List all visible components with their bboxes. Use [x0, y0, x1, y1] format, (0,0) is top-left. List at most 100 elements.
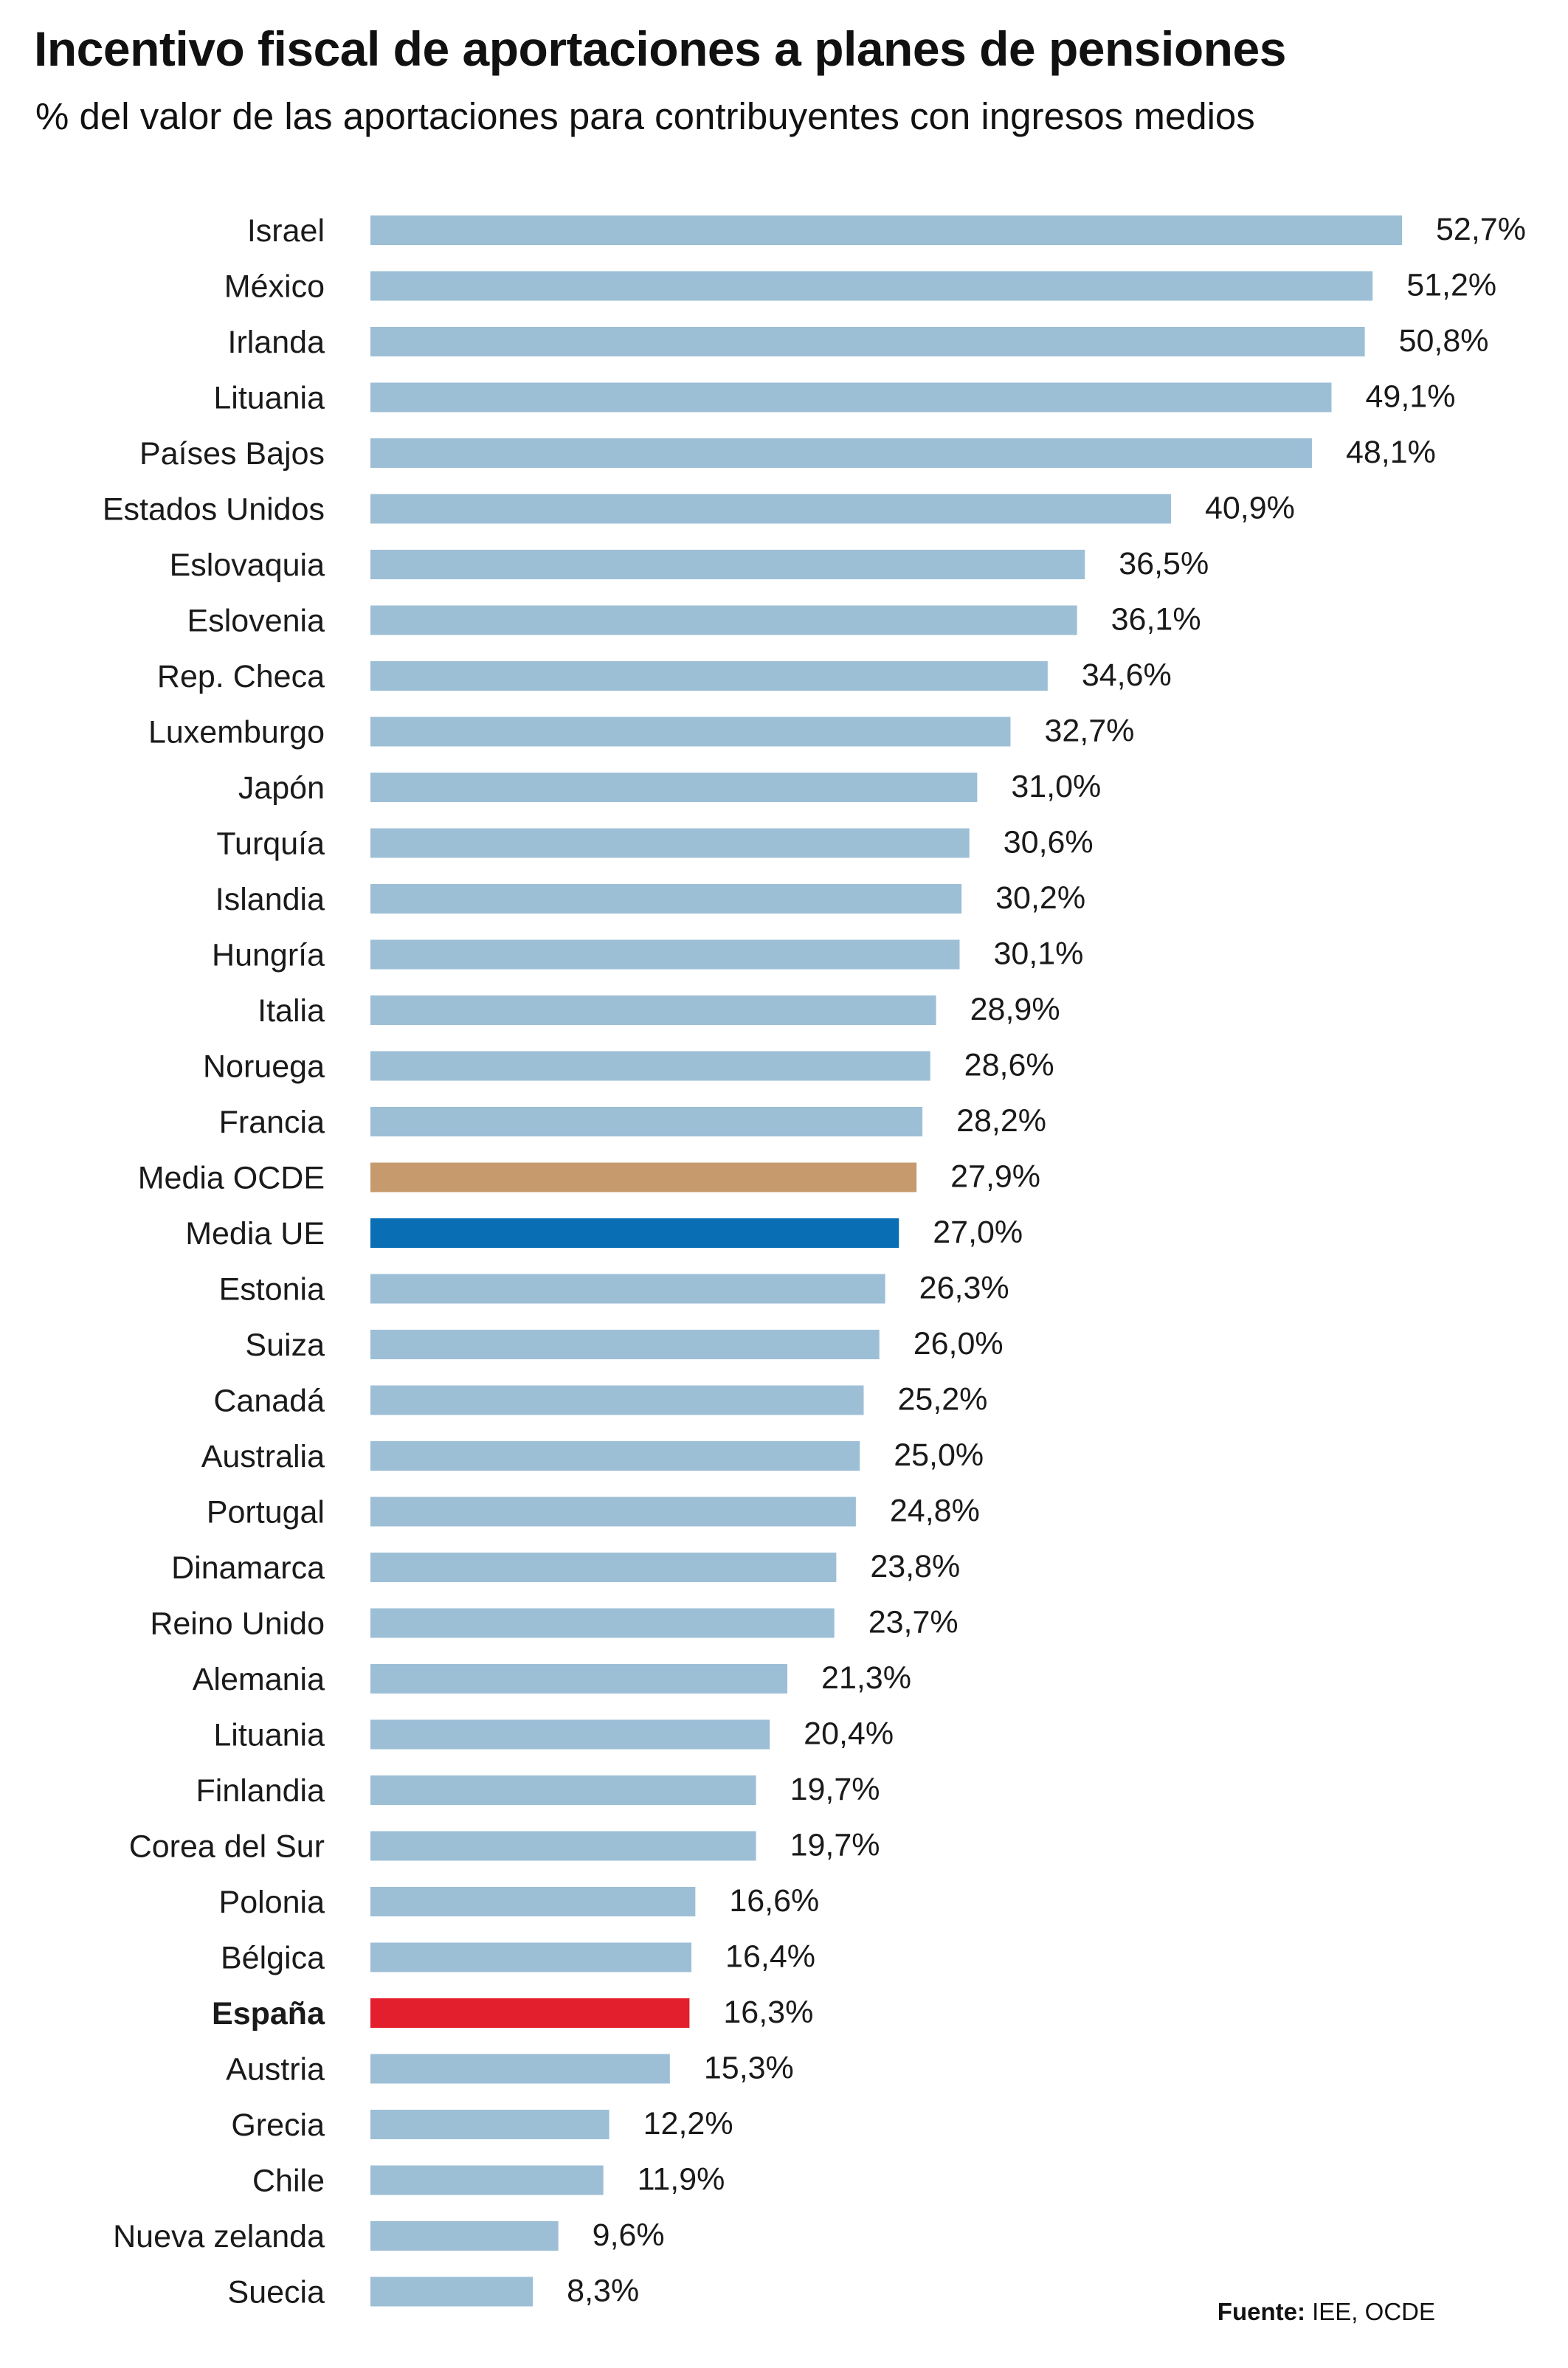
value-label-belgica-31: 16,4%	[725, 1939, 815, 1975]
category-label-irlanda-2: Irlanda	[228, 325, 325, 360]
bar-polonia-30	[370, 1887, 696, 1916]
category-label-estados-unidos-5: Estados Unidos	[103, 492, 325, 528]
bar-luxemburgo-9	[370, 717, 1011, 747]
value-label-noruega-15: 28,6%	[964, 1048, 1054, 1083]
bar-islandia-12	[370, 884, 962, 914]
bar-italia-14	[370, 995, 936, 1025]
bar-canada-21	[370, 1385, 864, 1415]
value-label-grecia-34: 12,2%	[643, 2106, 733, 2141]
bar-hungria-13	[370, 939, 960, 970]
bar-israel-0	[370, 215, 1402, 245]
value-label-hungria-13: 30,1%	[993, 936, 1083, 972]
bar-belgica-31	[370, 1942, 692, 1972]
category-label-japon-10: Japón	[238, 770, 325, 806]
category-label-corea-del-sur-29: Corea del Sur	[129, 1829, 325, 1865]
value-label-media-ue-18: 27,0%	[933, 1215, 1023, 1250]
value-label-turquia-11: 30,6%	[1004, 825, 1094, 860]
value-label-irlanda-2: 50,8%	[1399, 323, 1489, 359]
category-label-estonia-19: Estonia	[219, 1272, 325, 1308]
value-label-luxemburgo-9: 32,7%	[1044, 714, 1134, 749]
bar-suecia-37	[370, 2276, 533, 2307]
value-label-finlandia-28: 19,7%	[790, 1772, 880, 1807]
value-label-mexico-1: 51,2%	[1406, 268, 1496, 303]
value-label-estados-unidos-5: 40,9%	[1205, 491, 1295, 526]
bar-espana-32	[370, 1998, 690, 2028]
source-note: Fuente: IEE, OCDE	[1218, 2298, 1435, 2326]
category-label-lituania-3: Lituania	[213, 381, 325, 416]
bar-lituania-3	[370, 382, 1332, 412]
value-label-portugal-23: 24,8%	[890, 1494, 980, 1529]
category-label-australia-22: Australia	[201, 1439, 325, 1474]
source-text: IEE, OCDE	[1305, 2298, 1435, 2325]
bar-finlandia-28	[370, 1775, 756, 1805]
category-label-hungria-13: Hungría	[212, 938, 325, 973]
bar-alemania-26	[370, 1664, 788, 1694]
bar-irlanda-2	[370, 327, 1365, 356]
value-label-francia-16: 28,2%	[956, 1103, 1046, 1139]
category-label-dinamarca-24: Dinamarca	[171, 1550, 325, 1586]
value-label-italia-14: 28,9%	[970, 992, 1060, 1027]
chart-title: Incentivo fiscal de aportaciones a plane…	[34, 21, 1286, 76]
value-label-eslovaquia-6: 36,5%	[1119, 546, 1209, 581]
category-label-suecia-37: Suecia	[228, 2275, 325, 2310]
category-label-belgica-31: Bélgica	[221, 1941, 325, 1976]
value-label-israel-0: 52,7%	[1436, 212, 1526, 247]
value-label-reino-unido-25: 23,7%	[868, 1605, 959, 1640]
category-label-canada-21: Canadá	[213, 1384, 325, 1419]
category-label-israel-0: Israel	[247, 213, 325, 249]
category-label-paises-bajos-4: Países Bajos	[139, 436, 325, 472]
bar-nueva-zelanda-36	[370, 2221, 559, 2251]
value-label-estonia-19: 26,3%	[919, 1271, 1009, 1306]
category-label-suiza-20: Suiza	[245, 1328, 325, 1363]
bar-noruega-15	[370, 1051, 930, 1081]
chart-subtitle: % del valor de las aportaciones para con…	[35, 95, 1255, 137]
bar-mexico-1	[370, 271, 1373, 301]
bar-rep-checa-8	[370, 661, 1048, 691]
category-label-eslovenia-7: Eslovenia	[187, 604, 325, 639]
value-label-rep-checa-8: 34,6%	[1082, 657, 1172, 693]
category-label-noruega-15: Noruega	[203, 1049, 325, 1085]
category-label-luxemburgo-9: Luxemburgo	[148, 715, 325, 750]
value-label-japon-10: 31,0%	[1011, 769, 1101, 804]
category-label-polonia-30: Polonia	[219, 1885, 325, 1920]
category-label-mexico-1: México	[224, 269, 325, 305]
category-label-media-ue-18: Media UE	[185, 1216, 325, 1252]
bar-francia-16	[370, 1107, 923, 1136]
bar-media-ocde-17	[370, 1162, 917, 1192]
bar-dinamarca-24	[370, 1553, 837, 1582]
bar-portugal-23	[370, 1497, 856, 1527]
category-label-reino-unido-25: Reino Unido	[150, 1606, 325, 1642]
value-label-lituania-3: 49,1%	[1366, 379, 1456, 415]
bar-australia-22	[370, 1441, 860, 1471]
value-label-suiza-20: 26,0%	[913, 1326, 1004, 1361]
category-label-lituania-27: Lituania	[213, 1718, 325, 1753]
category-label-espana-32: España	[212, 1996, 325, 2032]
value-label-polonia-30: 16,6%	[729, 1883, 819, 1919]
bar-estados-unidos-5	[370, 494, 1171, 524]
value-label-chile-35: 11,9%	[638, 2162, 725, 2198]
bar-austria-33	[370, 2054, 670, 2084]
category-label-grecia-34: Grecia	[231, 2108, 325, 2143]
value-label-islandia-12: 30,2%	[995, 880, 1085, 916]
value-label-canada-21: 25,2%	[897, 1382, 987, 1418]
value-label-dinamarca-24: 23,8%	[870, 1549, 960, 1584]
value-label-espana-32: 16,3%	[723, 1995, 813, 2030]
value-label-australia-22: 25,0%	[894, 1437, 984, 1473]
bar-paises-bajos-4	[370, 438, 1312, 468]
category-label-rep-checa-8: Rep. Checa	[157, 659, 325, 694]
value-label-lituania-27: 20,4%	[804, 1716, 894, 1752]
bar-reino-unido-25	[370, 1608, 835, 1638]
bar-estonia-19	[370, 1274, 885, 1304]
bar-lituania-27	[370, 1719, 770, 1750]
category-label-finlandia-28: Finlandia	[196, 1773, 325, 1809]
category-label-chile-35: Chile	[252, 2164, 325, 2199]
value-label-media-ocde-17: 27,9%	[950, 1159, 1040, 1195]
value-label-paises-bajos-4: 48,1%	[1346, 435, 1436, 470]
value-label-alemania-26: 21,3%	[821, 1660, 911, 1696]
value-label-austria-33: 15,3%	[704, 2051, 794, 2086]
category-label-turquia-11: Turquía	[216, 826, 325, 862]
bar-eslovaquia-6	[370, 550, 1085, 579]
category-label-alemania-26: Alemania	[193, 1662, 325, 1697]
bar-suiza-20	[370, 1330, 880, 1359]
